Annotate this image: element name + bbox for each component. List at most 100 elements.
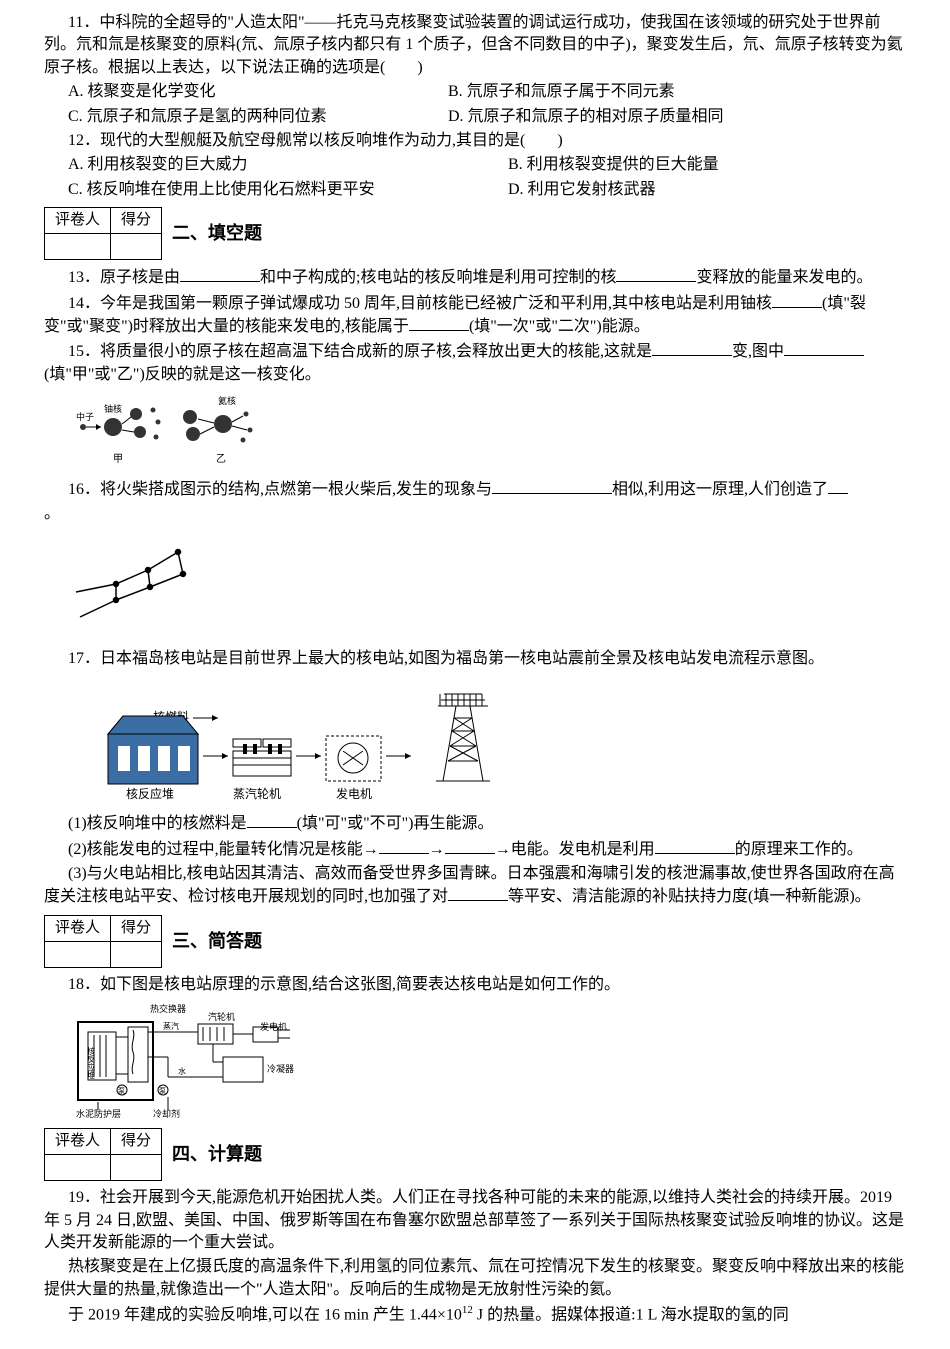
label-turbine: 蒸汽轮机 bbox=[233, 786, 281, 801]
label-uranium: 铀核 bbox=[104, 403, 122, 414]
section-3-header: 评卷人得分 三、简答题 bbox=[44, 915, 906, 968]
section-3-title: 三、简答题 bbox=[172, 929, 262, 954]
score-table-4: 评卷人得分 bbox=[44, 1128, 162, 1181]
blank bbox=[445, 838, 495, 854]
q11-options-2: C. 氘原子和氚原子是氢的两种同位素 D. 氘原子和氚原子的相对原子质量相同 bbox=[68, 106, 906, 128]
q14: 14．今年是我国第一颗原子弹试爆成功 50 周年,目前核能已经被广泛和平利用,其… bbox=[44, 292, 906, 339]
q14-a: 14．今年是我国第一颗原子弹试爆成功 50 周年,目前核能已经被广泛和平利用,其… bbox=[68, 295, 772, 312]
score-col-2: 得分 bbox=[111, 208, 162, 234]
q18-stem: 18．如下图是核电站原理的示意图,结合这张图,简要表达核电站是如何工作的。 bbox=[44, 974, 906, 996]
q13: 13．原子核是由和中子构成的;核电站的核反响堆是利用可控制的核变释放的能量来发电… bbox=[44, 266, 906, 289]
score-col-1: 评卷人 bbox=[45, 208, 111, 234]
label-right: 乙 bbox=[216, 453, 226, 465]
label-generator: 发电机 bbox=[336, 786, 372, 801]
label-condenser: 冷凝器 bbox=[267, 1063, 294, 1074]
q17-p3b: 等平安、清洁能源的补贴扶持力度(填一种新能源)。 bbox=[508, 888, 871, 905]
reactor-icon bbox=[108, 716, 198, 784]
section-2-title: 二、填空题 bbox=[172, 221, 262, 246]
q17-p2c: →电能。发电机是利用 bbox=[495, 841, 655, 858]
q19-p3b: J 的热量。据媒体报道:1 L 海水提取的氢的同 bbox=[473, 1306, 789, 1323]
q15-b: 变,图中 bbox=[732, 343, 784, 360]
q12-opt-d: D. 利用它发射核武器 bbox=[508, 179, 656, 201]
q14-c: (填"一次"或"二次")能源。 bbox=[469, 318, 650, 335]
q12-options: A. 利用核裂变的巨大威力 B. 利用核裂变提供的巨大能量 bbox=[68, 154, 906, 176]
turbine-icon bbox=[233, 739, 291, 776]
blank bbox=[616, 266, 696, 282]
blank bbox=[180, 266, 260, 282]
q19-p3: 于 2019 年建成的实验反响堆,可以在 16 min 产生 1.44×1012… bbox=[44, 1303, 906, 1327]
q17-p3: (3)与火电站相比,核电站因其清洁、高效而备受世界多国青睐。日本强震和海啸引发的… bbox=[44, 863, 906, 909]
score-col-2b: 得分 bbox=[111, 915, 162, 941]
section-4-title: 四、计算题 bbox=[172, 1142, 262, 1167]
q12-opt-a: A. 利用核裂变的巨大威力 bbox=[68, 154, 508, 176]
blank bbox=[828, 478, 848, 494]
label-reactor2: 核反应堆 bbox=[87, 1046, 96, 1080]
q17-p2a: (2)核能发电的过程中,能量转化情况是核能→ bbox=[68, 841, 379, 858]
label-left: 甲 bbox=[113, 454, 123, 465]
score-cell-empty-2 bbox=[111, 234, 162, 260]
q17-p2: (2)核能发电的过程中,能量转化情况是核能→ → →电能。发电机是利用 的原理来工作的… bbox=[44, 838, 906, 861]
q15: 15．将质量很小的原子核在超高温下结合成新的原子核,会释放出更大的核能,这就是 变… bbox=[44, 340, 906, 386]
blank bbox=[655, 838, 735, 854]
q16-b: 相似,利用这一原理,人们创造了 bbox=[612, 481, 828, 498]
score-col-2c: 得分 bbox=[111, 1129, 162, 1155]
label-reactor: 核反应堆 bbox=[126, 786, 174, 801]
score-cell-empty-4 bbox=[111, 941, 162, 967]
label-coolant: 冷却剂 bbox=[153, 1108, 180, 1119]
q12-stem: 12．现代的大型舰艇及航空母舰常以核反响堆作为动力,其目的是( ) bbox=[44, 130, 906, 152]
section-2-header: 评卷人得分 二、填空题 bbox=[44, 207, 906, 260]
q16: 16．将火柴搭成图示的结构,点燃第一根火柴后,发生的现象与 相似,利用这一原理,人… bbox=[44, 478, 906, 501]
fission-diagram: 中子 铀核 甲 氦核 乙 bbox=[68, 392, 906, 472]
tower-icon bbox=[436, 694, 490, 781]
q12-opt-c: C. 核反响堆在使用上比使用化石燃料更平安 bbox=[68, 179, 508, 201]
q17-p1a: (1)核反响堆中的核燃料是 bbox=[68, 815, 247, 832]
label-pump: 泵 bbox=[118, 1087, 125, 1095]
q16-period: 。 bbox=[44, 503, 906, 525]
label-pump2: 泵 bbox=[159, 1087, 166, 1095]
label-shield: 水泥防护层 bbox=[76, 1108, 121, 1119]
q19-p2: 热核聚变是在上亿摄氏度的高温条件下,利用氢的同位素氘、氚在可控情况下发生的核聚变… bbox=[44, 1256, 906, 1301]
score-table-3: 评卷人得分 bbox=[44, 915, 162, 968]
q13-c: 变释放的能量来发电的。 bbox=[696, 269, 872, 286]
score-table-2: 评卷人得分 bbox=[44, 207, 162, 260]
score-cell-empty-5 bbox=[45, 1155, 111, 1181]
score-cell-empty-3 bbox=[45, 941, 111, 967]
q15-c: (填"甲"或"乙")反映的就是这一核变化。 bbox=[44, 366, 321, 383]
match-diagram bbox=[68, 532, 906, 642]
blank bbox=[784, 340, 864, 356]
blank bbox=[492, 478, 612, 494]
score-col-1b: 评卷人 bbox=[45, 915, 111, 941]
score-cell-empty-6 bbox=[111, 1155, 162, 1181]
label-steamtur: 汽轮机 bbox=[208, 1011, 235, 1022]
plant-diagram: 热交换器 汽轮机 发电机 核反应堆 泵 泵 蒸汽 bbox=[68, 1002, 906, 1122]
q11-opt-d: D. 氘原子和氚原子的相对原子质量相同 bbox=[448, 106, 724, 128]
q11-opt-b: B. 氘原子和氚原子属于不同元素 bbox=[448, 81, 675, 103]
q19-p3a: 于 2019 年建成的实验反响堆,可以在 16 min 产生 1.44×10 bbox=[68, 1306, 462, 1323]
q17-p2d: 的原理来工作的。 bbox=[735, 841, 863, 858]
q11-opt-c: C. 氘原子和氚原子是氢的两种同位素 bbox=[68, 106, 448, 128]
q11-options: A. 核聚变是化学变化 B. 氘原子和氚原子属于不同元素 bbox=[68, 81, 906, 103]
label-water: 水 bbox=[178, 1066, 186, 1076]
q19-p3sup: 12 bbox=[462, 1304, 473, 1316]
q19-p1: 19．社会开展到今天,能源危机开始困扰人类。人们正在寻找各种可能的未来的能源,以… bbox=[44, 1187, 906, 1254]
label-steam: 蒸汽 bbox=[163, 1021, 179, 1031]
blank bbox=[652, 340, 732, 356]
blank bbox=[379, 838, 429, 854]
q12-options-2: C. 核反响堆在使用上比使用化石燃料更平安 D. 利用它发射核武器 bbox=[68, 179, 906, 201]
q17-stem: 17．日本福岛核电站是目前世界上最大的核电站,如图为福岛第一核电站震前全景及核电… bbox=[44, 648, 906, 670]
blank bbox=[409, 315, 469, 331]
q11-stem: 11．中科院的全超导的"人造太阳"——托克马克核聚变试验装置的调试运行成功，使我… bbox=[44, 12, 906, 79]
q15-a: 15．将质量很小的原子核在超高温下结合成新的原子核,会释放出更大的核能,这就是 bbox=[68, 343, 652, 360]
score-cell-empty bbox=[45, 234, 111, 260]
q11-opt-a: A. 核聚变是化学变化 bbox=[68, 81, 448, 103]
label-neutron: 中子 bbox=[76, 411, 94, 422]
section-4-header: 评卷人得分 四、计算题 bbox=[44, 1128, 906, 1181]
label-exchanger: 热交换器 bbox=[150, 1003, 186, 1014]
q16-a: 16．将火柴搭成图示的结构,点燃第一根火柴后,发生的现象与 bbox=[68, 481, 492, 498]
blank bbox=[448, 885, 508, 901]
q13-a: 13．原子核是由 bbox=[68, 269, 180, 286]
blank bbox=[247, 812, 297, 828]
q17-p2b: → bbox=[429, 841, 445, 858]
q17-p1b: (填"可"或"不可")再生能源。 bbox=[297, 815, 494, 832]
q12-opt-b: B. 利用核裂变提供的巨大能量 bbox=[508, 154, 719, 176]
